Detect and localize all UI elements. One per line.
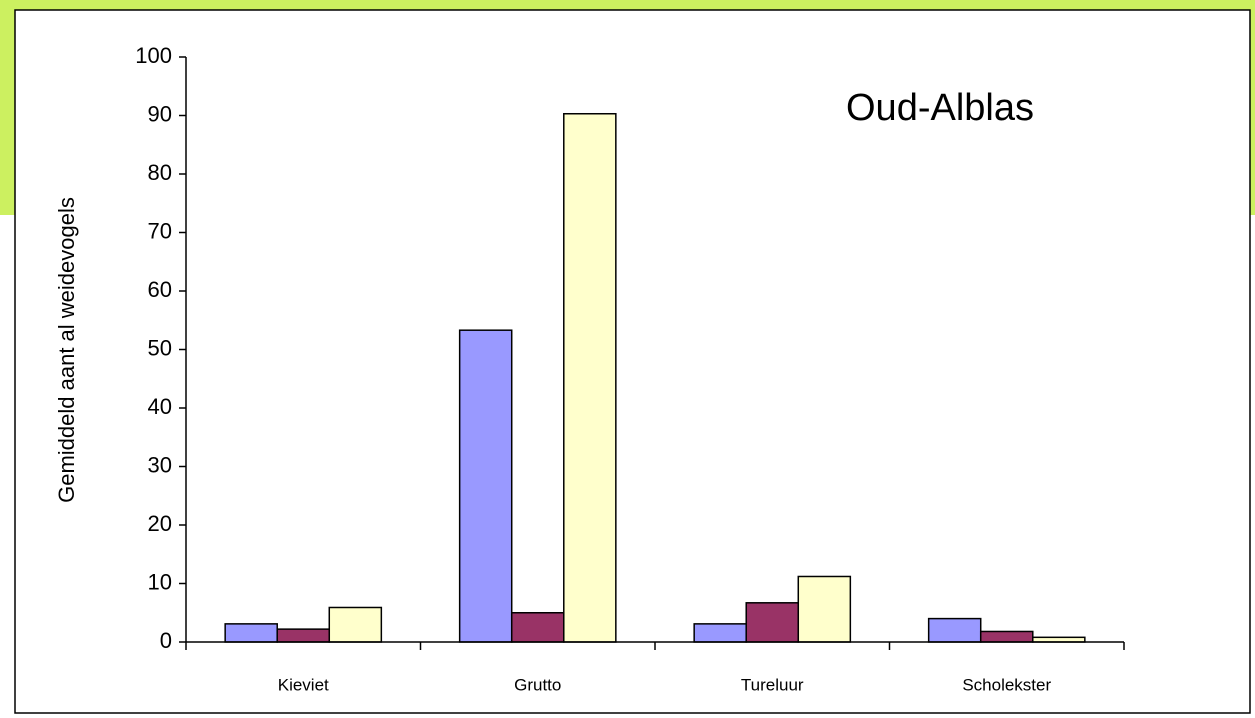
y-tick-label: 90 <box>148 101 172 126</box>
y-tick-label: 70 <box>148 218 172 243</box>
bar <box>745 602 800 643</box>
bar <box>224 623 278 643</box>
bar <box>693 623 747 643</box>
bar <box>328 606 383 643</box>
bar <box>979 630 1034 643</box>
x-tick-label: Tureluur <box>741 675 804 694</box>
y-tick-label: 30 <box>148 452 172 477</box>
bar <box>927 617 982 643</box>
bar <box>563 112 617 643</box>
x-tick-label: Scholekster <box>962 675 1051 694</box>
y-tick-label: 20 <box>148 511 172 536</box>
chart-title: Oud-Alblas <box>846 87 1034 129</box>
y-tick-label: 60 <box>148 277 172 302</box>
y-tick-label: 0 <box>160 628 172 653</box>
y-tick-label: 80 <box>148 160 172 185</box>
y-axis-label: Gemiddeld aant al weidevogels <box>54 197 79 503</box>
bar <box>276 628 331 643</box>
x-tick-label: Grutto <box>514 675 561 694</box>
y-tick-label: 100 <box>135 43 172 68</box>
y-tick-label: 40 <box>148 394 172 419</box>
y-tick-label: 50 <box>148 335 172 360</box>
bar <box>458 329 513 643</box>
bar <box>797 575 852 643</box>
chart-frame <box>14 9 1251 714</box>
y-tick-label: 10 <box>148 569 172 594</box>
bar <box>510 612 565 643</box>
x-tick-label: Kieviet <box>278 675 329 694</box>
